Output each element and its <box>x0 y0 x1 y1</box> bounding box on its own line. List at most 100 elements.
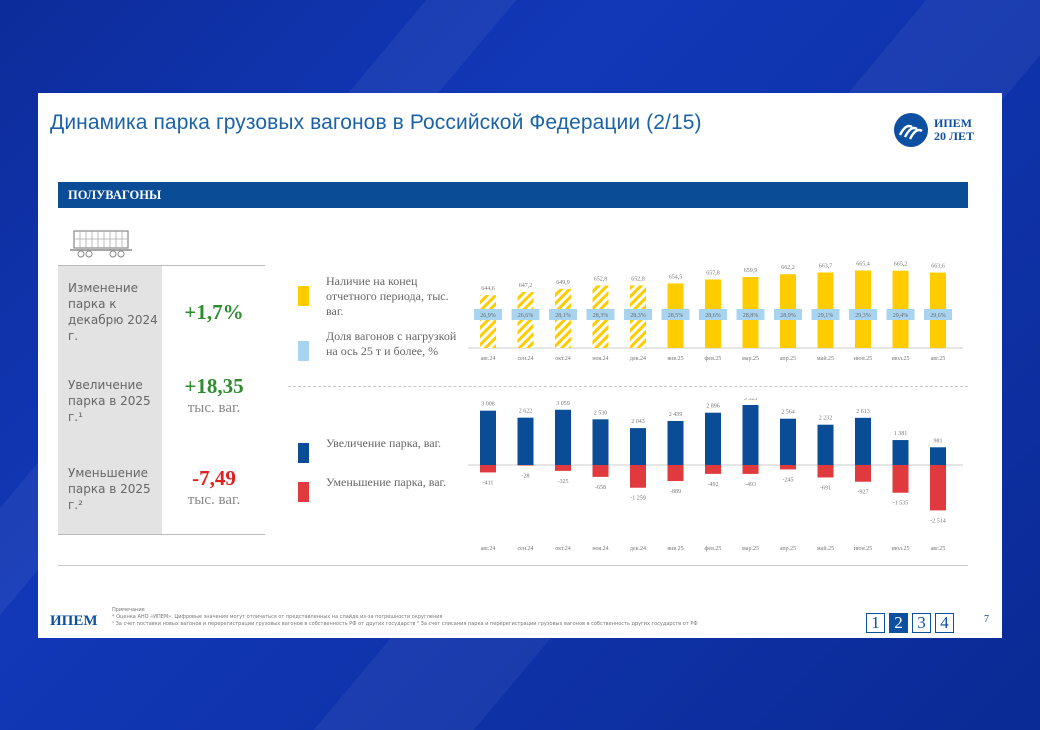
increase-value-label: 2 530 <box>594 410 608 416</box>
kpi-label-change: Изменение парка к декабрю 2024 г. <box>68 281 158 343</box>
legend-label-increase: Увеличение парка, ваг. <box>326 436 442 450</box>
stock-value-label: 644,6 <box>481 286 495 292</box>
x-tick-label: июл.25 <box>891 546 909 552</box>
legend-label-share: Доля вагонов с нагрузкой на ось 25 т и б… <box>326 329 457 358</box>
stock-value-label: 654,5 <box>669 274 683 280</box>
increase-bar <box>892 440 909 465</box>
decrease-value-label: -2 514 <box>930 518 946 524</box>
footer-logo: ИПЕМ <box>50 613 98 629</box>
stock-value-label: 657,8 <box>706 270 720 276</box>
change-chart: 3 008 -411 авг.24 2 622 -28 сен.24 3 059 -325 ок… <box>468 398 963 552</box>
increase-bar <box>742 405 759 465</box>
logo-text: ИПЕМ 20 ЛЕТ <box>934 117 974 143</box>
increase-value-label: 2 622 <box>519 409 533 415</box>
share-label-box <box>586 309 615 320</box>
share-value-label: 28,8% <box>743 313 759 319</box>
pager-button-3[interactable]: 3 <box>912 613 931 633</box>
decrease-value-label: -658 <box>595 485 606 491</box>
slide-title: Динамика парка грузовых вагонов в Россий… <box>50 111 702 134</box>
legend-swatch-stock <box>298 286 309 306</box>
x-tick-label: янв.25 <box>667 356 683 362</box>
x-tick-label: ноя.24 <box>592 356 608 362</box>
share-value-label: 26,9% <box>480 313 496 319</box>
increase-bar <box>817 424 834 465</box>
x-tick-label: май.25 <box>817 545 834 552</box>
logo-emblem-icon <box>894 113 928 147</box>
decrease-value-label: -411 <box>483 480 494 486</box>
share-label-box <box>474 309 502 320</box>
x-tick-label: фев.25 <box>705 545 722 552</box>
decrease-bar <box>742 465 759 474</box>
gondola-wagon-icon <box>68 229 134 259</box>
x-tick-label: авг.24 <box>481 546 496 552</box>
stock-value-label: 659,9 <box>744 268 758 274</box>
legend-label-decrease: Уменьшение парка, ваг. <box>326 475 447 489</box>
share-label-box <box>736 309 765 320</box>
decrease-bar <box>630 465 646 488</box>
stock-value-label: 665,2 <box>894 262 908 268</box>
share-value-label: 28,5% <box>668 313 684 319</box>
increase-bar <box>630 428 646 465</box>
legend-swatch-share <box>298 341 309 361</box>
pager-button-4[interactable]: 4 <box>935 613 954 633</box>
page-number: 7 <box>984 614 989 625</box>
x-tick-label: май.25 <box>817 355 834 362</box>
increase-value-label: 2 043 <box>631 419 645 425</box>
decrease-value-label: -691 <box>820 485 831 491</box>
stock-value-label: 649,9 <box>556 280 570 286</box>
x-tick-label: июн.25 <box>854 356 872 362</box>
stock-value-label: 663,6 <box>931 264 945 270</box>
x-tick-label: апр.25 <box>780 546 796 552</box>
pager-button-2[interactable]: 2 <box>889 613 908 633</box>
kpi-value-increase: +18,35 <box>184 374 244 398</box>
logo-line-2: 20 ЛЕТ <box>934 129 974 143</box>
x-tick-label: янв.25 <box>667 546 683 552</box>
decrease-bar <box>892 465 909 493</box>
share-label-box <box>924 309 952 320</box>
increase-bar <box>780 418 796 465</box>
share-label-box <box>511 309 540 320</box>
footnote-1: * Оценка АНО «ИПЕМ». Цифровые значения м… <box>112 614 443 620</box>
share-value-label: 28,3% <box>630 313 646 319</box>
x-tick-label: ноя.24 <box>592 546 608 552</box>
share-value-label: 26,6% <box>518 313 534 319</box>
share-value-label: 28,1% <box>555 313 571 319</box>
decrease-bar <box>517 465 534 466</box>
kpi-value-decrease: -7,49 <box>192 466 236 490</box>
share-label-box <box>624 309 652 320</box>
decrease-value-label: -1 535 <box>893 501 909 507</box>
x-tick-label: сен.24 <box>517 356 533 362</box>
x-tick-label: окт.24 <box>555 546 571 552</box>
share-label-box <box>886 309 915 320</box>
stock-value-label: 652,8 <box>594 276 608 282</box>
decrease-bar <box>480 465 496 473</box>
slide-pager: 1 2 3 4 <box>866 613 954 633</box>
increase-value-label: 2 232 <box>819 416 833 422</box>
pager-button-1[interactable]: 1 <box>866 613 885 633</box>
share-value-label: 28,3% <box>593 313 609 319</box>
increase-value-label: 2 439 <box>669 412 683 418</box>
x-tick-label: сен.24 <box>517 546 533 552</box>
stock-chart: 644,6 26,9% авг.24 647,2 26,6% сен.24 649,9 28,… <box>468 261 963 362</box>
share-value-label: 28,9% <box>780 313 796 319</box>
section-divider <box>288 386 968 387</box>
decrease-value-label: -1 259 <box>630 496 646 502</box>
decrease-bar <box>780 465 796 470</box>
kpi-label-column <box>58 266 162 534</box>
x-tick-label: мар.25 <box>742 356 759 362</box>
decrease-bar <box>592 465 609 477</box>
x-tick-label: авг.25 <box>931 356 946 362</box>
stock-bar <box>480 295 496 348</box>
share-label-box <box>849 309 877 320</box>
kpi-panel: Изменение парка к декабрю 2024 г. +1,7% … <box>58 265 265 535</box>
bottom-divider <box>58 565 968 566</box>
x-tick-label: дек.24 <box>630 546 646 552</box>
decrease-value-label: -245 <box>783 477 794 483</box>
increase-bar <box>855 417 871 465</box>
logo-line-1: ИПЕМ <box>934 116 972 130</box>
increase-value-label: 3 323 <box>744 398 758 402</box>
increase-value-label: 981 <box>934 438 943 444</box>
stock-value-label: 662,2 <box>781 265 795 271</box>
stock-value-label: 652,8 <box>631 276 645 282</box>
share-value-label: 29,4% <box>893 313 909 319</box>
